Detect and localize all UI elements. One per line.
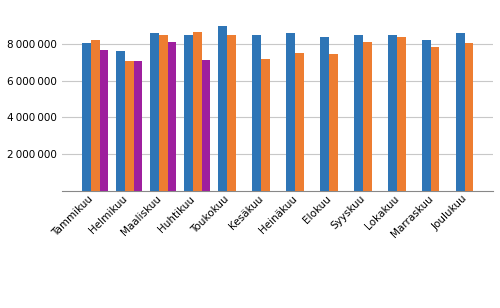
Bar bbox=[328, 54, 338, 191]
Bar bbox=[388, 34, 396, 191]
Bar bbox=[91, 40, 100, 191]
Bar bbox=[159, 34, 168, 191]
Bar bbox=[294, 53, 304, 191]
Bar bbox=[396, 37, 406, 191]
Bar bbox=[125, 61, 134, 191]
Bar bbox=[260, 59, 270, 191]
Bar bbox=[184, 34, 192, 191]
Bar bbox=[430, 47, 440, 191]
Bar bbox=[252, 34, 260, 191]
Bar bbox=[422, 40, 430, 191]
Bar bbox=[100, 50, 108, 191]
Bar bbox=[218, 26, 226, 191]
Bar bbox=[362, 42, 372, 191]
Bar bbox=[134, 61, 142, 191]
Bar bbox=[116, 51, 125, 191]
Bar bbox=[354, 35, 362, 191]
Bar bbox=[320, 37, 328, 191]
Bar bbox=[456, 33, 464, 191]
Bar bbox=[202, 60, 210, 191]
Bar bbox=[192, 32, 202, 191]
Bar bbox=[464, 43, 473, 191]
Bar bbox=[150, 33, 159, 191]
Legend: 2019, 2020, 2021: 2019, 2020, 2021 bbox=[188, 304, 368, 308]
Bar bbox=[286, 33, 294, 191]
Bar bbox=[168, 42, 176, 191]
Bar bbox=[82, 43, 91, 191]
Bar bbox=[226, 34, 235, 191]
